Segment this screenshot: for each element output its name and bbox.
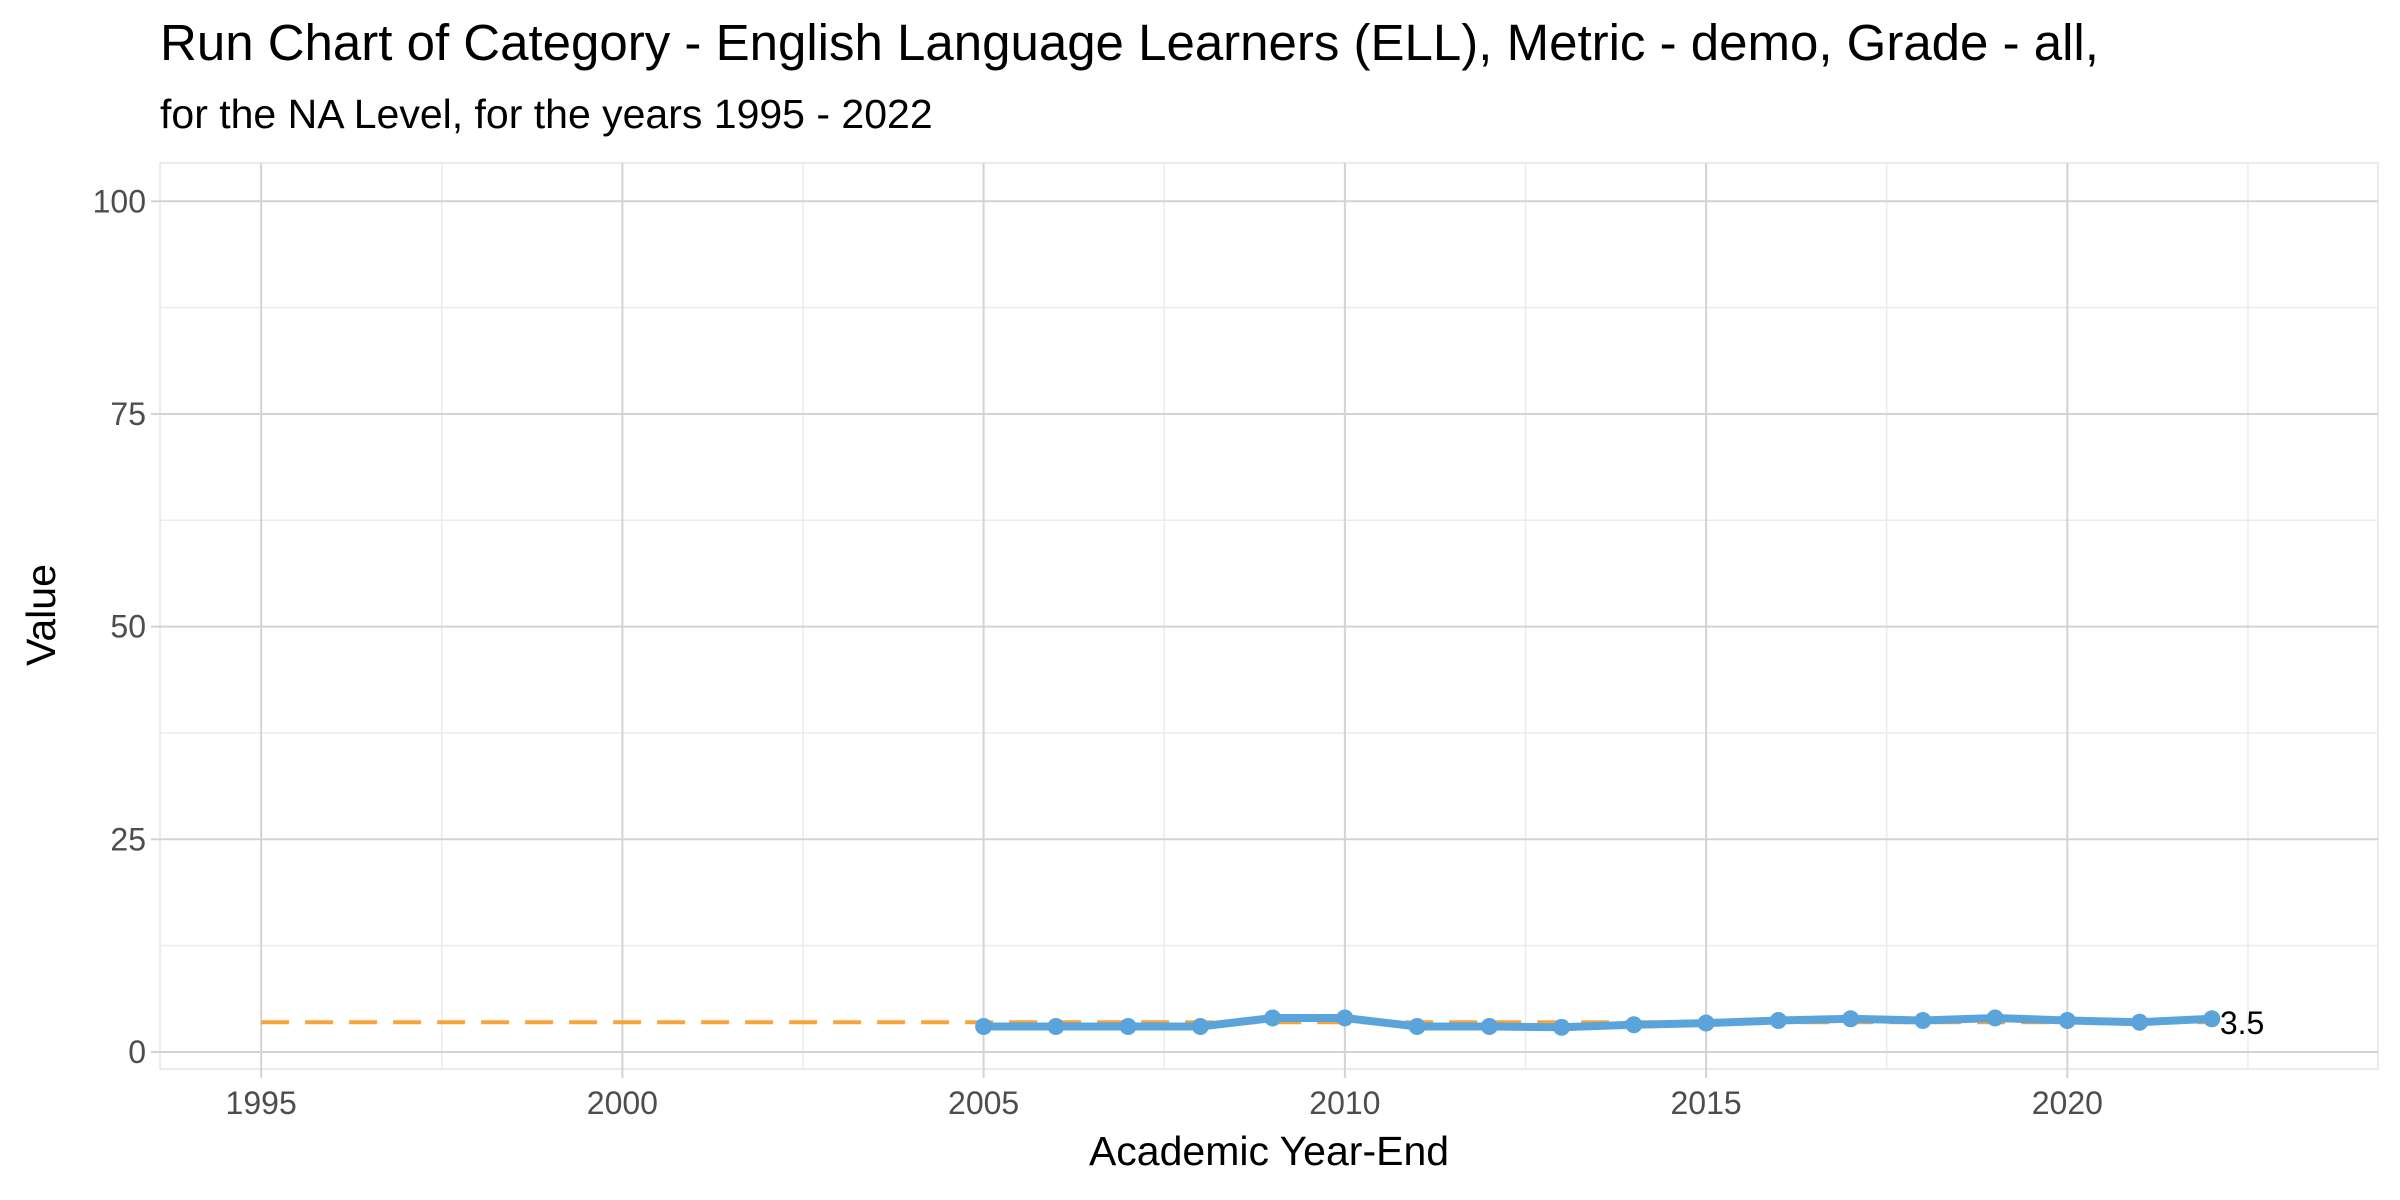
y-axis-title: Value (18, 564, 64, 666)
data-point (1119, 1017, 1137, 1035)
tick-labels: 1995 2000 2005 2010 2015 2020 0 25 50 75 100 (93, 183, 2103, 1121)
y-tick-label: 50 (110, 609, 146, 645)
data-point (1264, 1009, 1282, 1027)
data-point (1625, 1016, 1643, 1034)
axis-ticks (151, 200, 2069, 1078)
y-tick-label: 0 (128, 1034, 146, 1070)
chart-title: Run Chart of Category - English Language… (160, 14, 2099, 71)
points-layer (975, 1009, 2221, 1036)
plot-area (159, 162, 2379, 1070)
data-point (1697, 1014, 1715, 1032)
data-point (2203, 1010, 2221, 1028)
data-point (975, 1017, 993, 1035)
data-point (2131, 1013, 2149, 1031)
data-point (1769, 1012, 1787, 1030)
x-tick-label: 2000 (587, 1085, 658, 1121)
data-point (1914, 1012, 1932, 1030)
series-layer (979, 1014, 2216, 1032)
end-data-label: 3.5 (2220, 1005, 2264, 1041)
data-point (1408, 1017, 1426, 1035)
chart-subtitle: for the NA Level, for the years 1995 - 2… (160, 91, 933, 137)
data-point (1842, 1010, 1860, 1028)
y-tick-label: 100 (93, 183, 146, 219)
y-tick-label: 25 (110, 821, 146, 857)
y-tick-label: 75 (110, 396, 146, 432)
data-point (1480, 1017, 1498, 1035)
data-point (1191, 1017, 1209, 1035)
x-tick-label: 2010 (1309, 1085, 1380, 1121)
data-point (1553, 1018, 1571, 1036)
data-point (2058, 1012, 2076, 1030)
grid-major (160, 163, 2378, 1069)
x-tick-label: 2015 (1671, 1085, 1742, 1121)
x-tick-label: 1995 (226, 1085, 297, 1121)
x-axis-title: Academic Year-End (1089, 1128, 1449, 1174)
data-point (1336, 1009, 1354, 1027)
x-tick-label: 2005 (948, 1085, 1019, 1121)
data-point (1047, 1017, 1065, 1035)
plot-panel (159, 162, 2379, 1070)
grid-minor (160, 163, 2378, 1069)
data-point (1986, 1009, 2004, 1027)
series-line (979, 1014, 2216, 1032)
x-tick-label: 2020 (2032, 1085, 2103, 1121)
